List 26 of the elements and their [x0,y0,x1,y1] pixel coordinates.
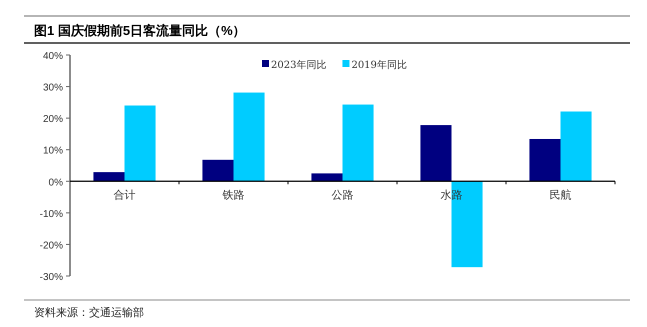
y-tick-label: -20% [40,240,64,252]
bar [560,112,592,182]
y-tick-label: 40% [42,51,64,62]
bar [234,92,265,182]
bar [420,125,452,182]
x-tick-label: 铁路 [222,188,244,202]
bar [202,160,234,182]
bar [529,138,560,182]
x-tick-label: 水路 [440,188,462,202]
y-tick-label: 30% [42,82,64,94]
bar [452,181,483,268]
y-tick-label: 0% [48,177,64,188]
chart-title: 图1 国庆假期前5日客流量同比（%） [34,23,246,38]
x-tick-label: 公路 [332,188,354,202]
text: 资料来源：交通运输部 [34,306,144,319]
x-tick-label: 合计 [114,188,136,202]
y-tick-label: -30% [40,272,64,283]
bar [93,172,124,182]
y-tick-label: 20% [42,114,64,126]
legend-label: 2023年同比 [271,59,326,71]
y-tick-label: 10% [42,146,64,157]
y-tick-label: -10% [40,208,64,220]
x-tick-label: 民航 [550,188,572,202]
legend-label: 2019年同比 [351,59,407,71]
bar [124,106,156,182]
bar [342,104,374,182]
